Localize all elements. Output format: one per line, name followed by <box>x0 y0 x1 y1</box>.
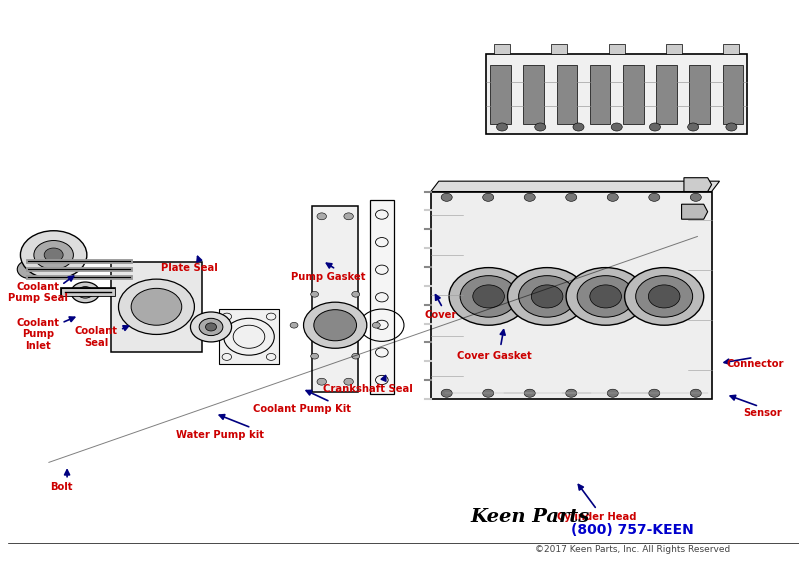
Polygon shape <box>431 192 712 399</box>
Circle shape <box>206 323 217 331</box>
Polygon shape <box>682 204 708 219</box>
Circle shape <box>473 285 505 308</box>
Text: Sensor: Sensor <box>744 408 782 419</box>
Text: Coolant
Pump
Inlet: Coolant Pump Inlet <box>16 318 59 351</box>
Circle shape <box>317 378 326 385</box>
Circle shape <box>566 389 577 397</box>
Circle shape <box>649 193 660 201</box>
Text: Crankshaft Seal: Crankshaft Seal <box>322 384 413 394</box>
Circle shape <box>34 240 74 269</box>
Polygon shape <box>219 309 279 364</box>
Circle shape <box>71 282 99 303</box>
Circle shape <box>310 291 318 297</box>
Text: Cylinder Head: Cylinder Head <box>557 512 637 522</box>
Circle shape <box>482 389 494 397</box>
Circle shape <box>590 285 622 308</box>
Circle shape <box>21 230 87 279</box>
Text: Water Pump kit: Water Pump kit <box>176 430 264 439</box>
Circle shape <box>44 248 63 262</box>
Circle shape <box>190 312 231 342</box>
Circle shape <box>290 323 298 328</box>
Text: Coolant
Pump Seal: Coolant Pump Seal <box>8 281 68 303</box>
Circle shape <box>573 123 584 131</box>
Text: Cover: Cover <box>425 310 458 320</box>
Polygon shape <box>110 262 202 351</box>
Text: Pump Gasket: Pump Gasket <box>291 272 366 282</box>
Circle shape <box>531 285 563 308</box>
Polygon shape <box>623 65 644 123</box>
Text: Coolant Pump Kit: Coolant Pump Kit <box>253 404 351 415</box>
Polygon shape <box>490 65 510 123</box>
Circle shape <box>636 276 693 317</box>
Polygon shape <box>431 181 719 192</box>
Text: Plate Seal: Plate Seal <box>162 263 218 273</box>
Polygon shape <box>523 65 544 123</box>
Circle shape <box>607 389 618 397</box>
Circle shape <box>199 318 223 336</box>
Circle shape <box>310 353 318 359</box>
Text: (800) 757-KEEN: (800) 757-KEEN <box>571 523 694 537</box>
Circle shape <box>344 378 354 385</box>
Polygon shape <box>494 44 510 54</box>
Circle shape <box>690 193 702 201</box>
Circle shape <box>688 123 698 131</box>
Circle shape <box>372 323 380 328</box>
Circle shape <box>460 276 517 317</box>
Circle shape <box>497 123 507 131</box>
Circle shape <box>566 267 645 325</box>
Polygon shape <box>590 65 610 123</box>
Text: Connector: Connector <box>726 360 784 369</box>
Polygon shape <box>557 65 577 123</box>
Circle shape <box>726 123 737 131</box>
Circle shape <box>607 193 618 201</box>
Polygon shape <box>312 206 358 392</box>
Polygon shape <box>656 65 677 123</box>
Circle shape <box>352 353 360 359</box>
Circle shape <box>524 193 535 201</box>
Text: Cover Gasket: Cover Gasket <box>457 351 531 361</box>
Circle shape <box>344 213 354 220</box>
Polygon shape <box>486 54 747 134</box>
Circle shape <box>577 276 634 317</box>
Circle shape <box>566 193 577 201</box>
Text: Bolt: Bolt <box>50 482 73 492</box>
Circle shape <box>690 389 702 397</box>
Circle shape <box>611 123 622 131</box>
Circle shape <box>625 267 704 325</box>
Polygon shape <box>684 178 712 192</box>
Polygon shape <box>551 44 567 54</box>
Polygon shape <box>370 200 394 394</box>
Circle shape <box>648 285 680 308</box>
Text: ©2017 Keen Parts, Inc. All Rights Reserved: ©2017 Keen Parts, Inc. All Rights Reserv… <box>535 545 730 555</box>
Circle shape <box>441 389 452 397</box>
Circle shape <box>441 193 452 201</box>
Polygon shape <box>723 44 739 54</box>
Polygon shape <box>609 44 625 54</box>
Polygon shape <box>722 65 743 123</box>
Circle shape <box>649 389 660 397</box>
Circle shape <box>78 287 93 298</box>
Text: Keen Parts: Keen Parts <box>470 508 590 526</box>
Text: Coolant
Seal: Coolant Seal <box>75 326 118 347</box>
Polygon shape <box>666 44 682 54</box>
Circle shape <box>650 123 661 131</box>
Circle shape <box>317 213 326 220</box>
Polygon shape <box>690 65 710 123</box>
Circle shape <box>314 310 357 341</box>
Circle shape <box>518 276 575 317</box>
Circle shape <box>534 123 546 131</box>
Circle shape <box>118 279 194 335</box>
Circle shape <box>131 288 182 325</box>
Circle shape <box>482 193 494 201</box>
Circle shape <box>303 302 367 349</box>
Circle shape <box>507 267 586 325</box>
Circle shape <box>524 389 535 397</box>
Circle shape <box>18 260 42 278</box>
Circle shape <box>352 291 360 297</box>
Circle shape <box>449 267 528 325</box>
